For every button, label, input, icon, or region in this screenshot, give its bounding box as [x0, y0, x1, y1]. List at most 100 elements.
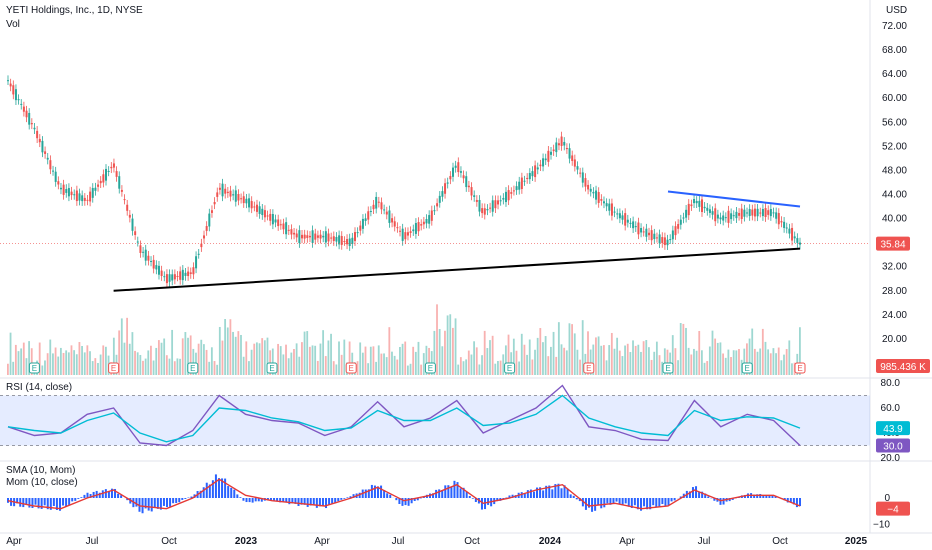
candle-body — [213, 201, 216, 205]
candle-body — [396, 227, 399, 229]
momentum-bar — [224, 478, 227, 498]
candle-body — [587, 184, 590, 190]
momentum-bar — [447, 485, 450, 498]
volume-bar — [203, 344, 205, 375]
momentum-bar — [480, 498, 483, 510]
volume-bar — [184, 332, 187, 375]
candle-body — [504, 191, 507, 203]
candle-body — [417, 222, 420, 232]
momentum-bar — [768, 494, 771, 498]
volume-bar — [383, 353, 385, 375]
volume-bar — [340, 354, 343, 375]
volume-bar — [327, 340, 330, 375]
candle-body — [155, 265, 158, 270]
candle-body — [9, 83, 12, 87]
candle-body — [258, 206, 261, 214]
candle-body — [780, 221, 783, 223]
candle-body — [547, 150, 550, 162]
momentum-bar — [600, 498, 603, 509]
candle-body — [139, 245, 142, 253]
volume-bar — [187, 337, 189, 375]
momentum-bar — [65, 498, 68, 507]
momentum-bar — [545, 485, 548, 498]
volume-bar — [218, 326, 221, 375]
volume-bar — [139, 354, 142, 375]
candle-body — [550, 151, 553, 155]
momentum-bar — [606, 498, 609, 504]
candle-body — [22, 106, 25, 112]
earnings-marker-label: E — [665, 364, 670, 373]
candle-body — [324, 231, 327, 243]
volume-bar — [452, 327, 454, 375]
candle-body — [245, 198, 248, 204]
volume-bar — [769, 353, 772, 375]
momentum-bar — [343, 498, 346, 499]
candle-body — [446, 182, 449, 184]
volume-bar — [240, 334, 242, 375]
candle-body — [743, 209, 746, 217]
candle-body — [282, 223, 285, 230]
volume-bar — [221, 340, 224, 375]
rsi-badge — [876, 438, 910, 453]
volume-bar — [210, 347, 213, 375]
volume-bar — [136, 352, 139, 375]
candle-body — [192, 267, 195, 275]
volume-bar — [706, 361, 709, 375]
candle-body — [59, 187, 62, 190]
candle-body — [157, 265, 160, 275]
candle-body — [748, 209, 751, 217]
volume-bar — [250, 349, 253, 375]
momentum-bar — [52, 498, 55, 507]
candle-body — [605, 203, 608, 207]
candle-body — [306, 235, 309, 238]
volume-bar — [213, 361, 216, 375]
volume-bar — [700, 350, 703, 375]
momentum-bar — [257, 498, 260, 502]
candle-body — [653, 233, 656, 240]
candle-body — [364, 218, 367, 221]
momentum-bar — [383, 489, 386, 498]
candle-body — [200, 243, 203, 248]
volume-bar — [25, 358, 28, 375]
candle-body — [70, 191, 73, 196]
volume-bar — [20, 348, 23, 375]
candle-body — [319, 234, 322, 239]
candle-body — [274, 219, 277, 223]
candle-body — [54, 171, 57, 182]
candle-body — [168, 274, 171, 282]
rsi-tick-label: 20.0 — [881, 453, 901, 464]
candle-body — [433, 210, 436, 212]
earnings-marker — [662, 362, 674, 374]
volume-bar — [192, 348, 195, 375]
momentum-bar — [539, 487, 542, 498]
volume-bar — [306, 331, 309, 375]
volume-bar — [698, 330, 701, 375]
momentum-bar — [334, 498, 337, 504]
candle-body — [399, 230, 402, 232]
momentum-bar — [487, 498, 490, 505]
momentum-bar — [62, 498, 65, 506]
momentum-bar — [627, 498, 630, 507]
earnings-marker-label: E — [111, 364, 116, 373]
candle-body — [393, 221, 396, 227]
volume-bar — [160, 342, 163, 375]
currency-label[interactable]: USD — [886, 5, 908, 16]
candle-body — [338, 235, 341, 245]
momentum-bar — [46, 498, 49, 510]
volume-bar — [348, 341, 351, 375]
volume-bar — [515, 350, 518, 375]
candle-body — [663, 237, 666, 246]
mom-badge-text: −4 — [887, 505, 899, 516]
volume-bar — [740, 359, 743, 375]
candle-body — [658, 234, 661, 244]
price-tick-label: 24.00 — [882, 310, 907, 321]
candle-body — [102, 174, 105, 183]
momentum-bar — [337, 498, 340, 502]
earnings-marker-label: E — [586, 364, 591, 373]
momentum-bar — [474, 498, 477, 503]
momentum-bar — [774, 496, 777, 498]
volume-bar — [581, 320, 584, 375]
candle-body — [674, 226, 677, 236]
candle-body — [89, 191, 92, 202]
volume-bar — [544, 336, 547, 375]
